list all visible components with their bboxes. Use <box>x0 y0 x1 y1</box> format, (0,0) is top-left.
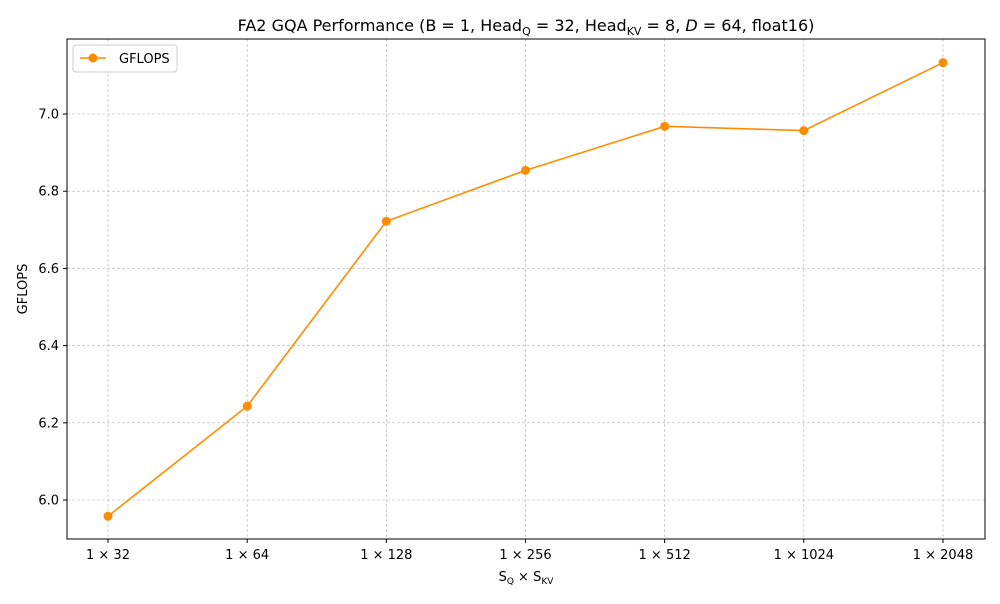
axis-ticks: 1 × 32 1 × 64 1 × 128 1 × 256 1 × 512 1 × 102… <box>38 108 973 564</box>
grid <box>67 39 985 539</box>
data-point <box>938 58 948 68</box>
x-tick-label: 1 × 128 <box>360 548 412 563</box>
legend-marker <box>88 53 98 63</box>
x-tick-label: 1 × 256 <box>499 548 551 563</box>
series-layer <box>103 58 948 521</box>
data-point <box>381 216 391 226</box>
x-tick-label: 1 × 2048 <box>913 548 974 563</box>
chart-title: FA2 GQA Performance (B = 1, HeadQ = 32, … <box>238 16 815 38</box>
x-tick-label: 1 × 32 <box>86 548 130 563</box>
legend: GFLOPS <box>72 44 178 73</box>
data-point <box>660 121 670 131</box>
x-tick-label: 1 × 1024 <box>774 548 835 563</box>
data-point <box>103 511 113 521</box>
x-tick-label: 1 × 512 <box>639 548 691 563</box>
y-axis-label: GFLOPS <box>16 264 31 315</box>
y-tick-label: 7.0 <box>38 108 59 123</box>
x-tick-label: 1 × 64 <box>225 548 269 563</box>
data-point <box>521 165 530 175</box>
legend-box <box>72 44 178 73</box>
y-tick-label: 6.6 <box>38 262 59 277</box>
legend-label: GFLOPS <box>119 52 170 67</box>
y-tick-label: 6.0 <box>38 494 59 509</box>
data-point <box>799 126 809 136</box>
y-tick-label: 6.8 <box>38 185 59 200</box>
y-tick-label: 6.4 <box>38 339 59 354</box>
x-axis-label: SQ × SKV <box>499 570 555 587</box>
plot-frame <box>66 38 986 540</box>
y-tick-label: 6.2 <box>38 416 59 431</box>
data-point <box>242 401 252 411</box>
